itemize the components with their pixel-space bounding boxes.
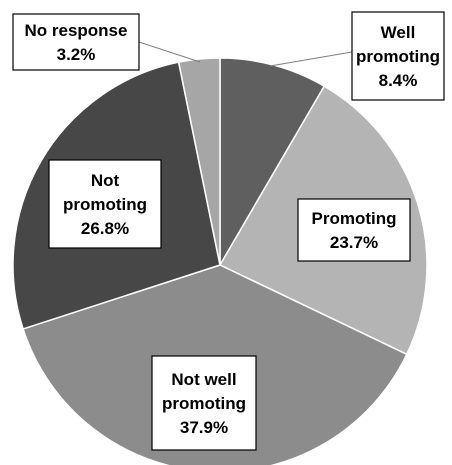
leader-lines — [138, 41, 353, 67]
data-label-name: Well — [381, 23, 416, 42]
data-label-name: Promoting — [312, 209, 397, 228]
data-label-name: promoting — [162, 394, 246, 413]
leader-line-well-promoting — [269, 51, 353, 67]
data-label-box — [48, 159, 162, 249]
data-label-promoting: Promoting 23.7% — [297, 198, 411, 262]
data-label-value: 8.4% — [379, 71, 418, 90]
data-label-not-promoting: Not promoting 26.8% — [48, 159, 162, 249]
data-label-value: 37.9% — [180, 418, 228, 437]
leader-line-no-response — [138, 41, 201, 63]
pie-slice-no-response — [177, 57, 221, 266]
data-label-box — [351, 11, 445, 101]
slice-labels: Well promoting 8.4% Promoting 23.7% Not well p… — [12, 11, 445, 451]
data-label-value: 26.8% — [81, 219, 129, 238]
data-label-box — [297, 198, 411, 262]
data-label-name: No response — [25, 21, 128, 40]
data-label-name: Not well — [171, 370, 236, 389]
data-label-value: 3.2% — [57, 45, 96, 64]
data-label-name: Not — [91, 171, 120, 190]
data-label-not-well-promoting: Not well promoting 37.9% — [151, 355, 257, 451]
data-label-value: 23.7% — [330, 233, 378, 252]
data-label-no-response: No response 3.2% — [12, 13, 140, 71]
data-label-name: promoting — [63, 195, 147, 214]
data-label-box — [12, 13, 140, 71]
data-label-name: promoting — [356, 47, 440, 66]
data-label-box — [151, 355, 257, 451]
data-label-well-promoting: Well promoting 8.4% — [351, 11, 445, 101]
